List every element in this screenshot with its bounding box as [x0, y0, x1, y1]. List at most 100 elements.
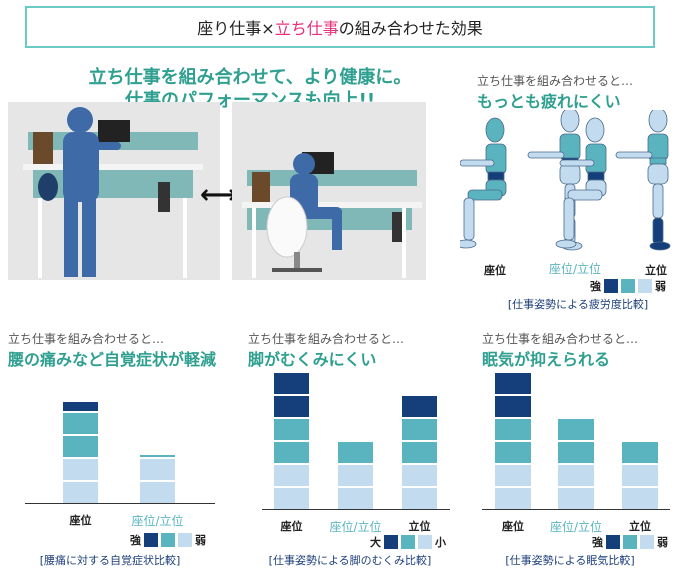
category-label: 立位	[629, 520, 651, 533]
bar-segment-strong	[495, 373, 531, 394]
seated-desk-photo	[232, 102, 426, 280]
chart-caption: [腰痛に対する自覚症状比較]	[39, 554, 181, 567]
category-label: 立位	[408, 520, 431, 533]
mannequin-standing-head	[648, 110, 668, 133]
fatigue-category-mixed: 座位/立位	[548, 262, 602, 276]
chart-title: 眠気が抑えられる	[482, 350, 611, 369]
bar-segment-mid	[140, 455, 175, 457]
bar-segment-strong	[274, 396, 309, 417]
bar-segment-mid	[495, 419, 531, 440]
bar-segment-mid	[338, 442, 373, 463]
bar-segment-weak	[495, 465, 531, 486]
bar-segment-weak	[338, 465, 373, 486]
chart-legend: 強弱	[130, 532, 206, 548]
bar-segment-mid	[558, 419, 594, 440]
legend-swatch-mid	[621, 279, 635, 293]
seated-desk-illustration	[232, 102, 426, 280]
bar-segment-mid	[63, 413, 98, 434]
chart-subtitle: 立ち仕事を組み合わせると…	[482, 332, 639, 346]
chart-back-pain: 立ち仕事を組み合わせると… 腰の痛みなど自覚症状が軽減 座位 座位/立位強弱 [腰痛に対…	[0, 320, 235, 580]
mannequin-mixed-standing-head	[560, 110, 580, 133]
chart-leg-swelling: 立ち仕事を組み合わせると… 脚がむくみにくい 座位 座位/立位 立位大小 [仕事姿勢による…	[240, 320, 470, 580]
fatigue-subtitle: 立ち仕事を組み合わせると…	[477, 74, 634, 88]
category-label: 座位/立位	[131, 514, 184, 528]
legend-swatch-mid	[401, 535, 415, 549]
legend-swatch-weak	[638, 279, 652, 293]
bar-segment-weak	[274, 465, 309, 486]
bar-segment-strong	[274, 373, 309, 394]
bar-segment-weak	[63, 459, 98, 480]
legend-high-label: 強	[590, 280, 601, 293]
legend-high-label: 大	[370, 536, 381, 549]
chart-caption: [仕事姿勢による眠気比較]	[505, 554, 635, 567]
bar-segment-mid	[274, 442, 309, 463]
bar-segment-weak	[558, 488, 594, 509]
legend-swatch-strong	[384, 535, 398, 549]
bar-segment-mid	[402, 442, 437, 463]
fatigue-legend: 強 弱	[590, 278, 666, 294]
bar-segment-strong	[402, 396, 437, 417]
swap-arrow-icon: ⟷	[200, 180, 238, 210]
fatigue-category-standing: 立位	[645, 264, 667, 277]
bar-segment-mid	[402, 419, 437, 440]
bar-segment-weak	[338, 488, 373, 509]
bar-segment-weak	[622, 465, 658, 486]
bar-segment-mid	[622, 442, 658, 463]
bar-segment-mid	[63, 436, 98, 457]
mannequin-mixed-seated-head	[585, 117, 605, 143]
legend-high-label: 強	[592, 536, 603, 549]
bar-segment-mid	[274, 419, 309, 440]
bar-segment-weak	[558, 465, 594, 486]
legend-low-label: 小	[435, 536, 446, 549]
category-label: 座位/立位	[329, 520, 382, 534]
chart-baseline	[25, 503, 215, 504]
category-label: 座位	[69, 514, 92, 527]
legend-swatch-mid	[623, 535, 637, 549]
legend-swatch-strong	[144, 533, 158, 547]
category-label: 座位	[502, 520, 524, 533]
category-label: 座位/立位	[549, 520, 603, 534]
standing-desk-photo	[8, 102, 220, 280]
bar-segment-mid	[558, 442, 594, 463]
chart-baseline	[482, 509, 670, 510]
bar-segment-weak	[140, 459, 175, 480]
title-suffix: の組み合わせた効果	[338, 19, 483, 38]
legend-swatch-strong	[604, 279, 618, 293]
mannequin-figures	[460, 110, 671, 251]
legend-swatch-weak	[178, 533, 192, 547]
bar-segment-weak	[495, 488, 531, 509]
category-label: 座位	[280, 520, 303, 533]
fatigue-heading: もっとも疲れにくい	[477, 92, 621, 111]
bar-segment-weak	[402, 488, 437, 509]
bar-segment-weak	[140, 482, 175, 503]
chart-subtitle: 立ち仕事を組み合わせると…	[248, 332, 405, 346]
legend-low-label: 弱	[195, 534, 206, 547]
chart-baseline	[262, 509, 450, 510]
chart-title: 腰の痛みなど自覚症状が軽減	[8, 350, 217, 369]
chart-title: 脚がむくみにくい	[248, 350, 377, 369]
chart-subtitle: 立ち仕事を組み合わせると…	[8, 332, 165, 346]
bar-segment-weak	[402, 465, 437, 486]
title-banner: 座り仕事× 立ち仕事 の組み合わせた効果	[25, 6, 655, 48]
chart-caption: [仕事姿勢による脚のむくみ比較]	[268, 554, 432, 567]
mannequin-seated-head	[485, 117, 505, 143]
chart-sleepiness: 立ち仕事を組み合わせると… 眠気が抑えられる座位 座位/立位 立位強弱 [仕事姿勢による…	[470, 320, 700, 580]
bar-segment-strong	[495, 396, 531, 417]
legend-high-label: 強	[130, 534, 141, 547]
bar-segment-weak	[274, 488, 309, 509]
bar-segment-strong	[63, 401, 98, 411]
standing-desk-illustration	[8, 102, 220, 280]
bar-segment-mid	[495, 442, 531, 463]
legend-low-label: 弱	[655, 280, 666, 293]
bar-segment-weak	[63, 482, 98, 503]
standing-person-silhouette	[63, 107, 121, 277]
chart-legend: 大小	[370, 534, 446, 550]
legend-swatch-weak	[418, 535, 432, 549]
headline-line1: 立ち仕事を組み合わせて、より健康に。	[88, 67, 412, 88]
legend-swatch-mid	[161, 533, 175, 547]
legend-swatch-weak	[640, 535, 654, 549]
bar-segment-weak	[622, 488, 658, 509]
chart-legend: 強弱	[592, 534, 668, 550]
legend-swatch-strong	[606, 535, 620, 549]
